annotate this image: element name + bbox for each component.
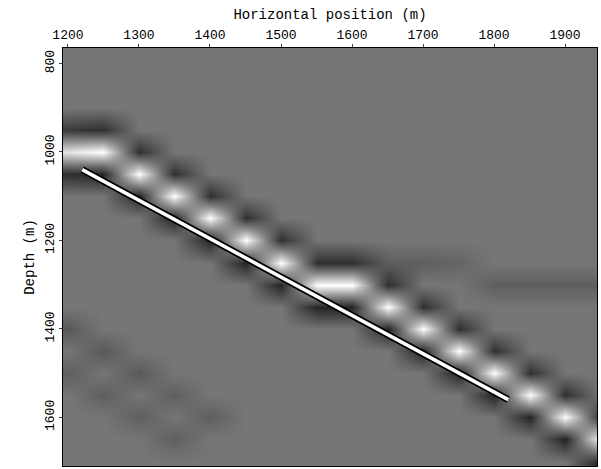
svg-text:1000: 1000: [43, 134, 58, 165]
svg-text:1700: 1700: [407, 28, 438, 43]
svg-text:1600: 1600: [43, 400, 58, 431]
svg-text:1400: 1400: [194, 28, 225, 43]
svg-text:Horizontal position (m): Horizontal position (m): [233, 7, 426, 23]
svg-text:1300: 1300: [123, 28, 154, 43]
svg-text:1200: 1200: [43, 223, 58, 254]
svg-text:1500: 1500: [265, 28, 296, 43]
svg-text:1200: 1200: [52, 28, 83, 43]
svg-text:Depth (m): Depth (m): [22, 219, 38, 295]
svg-text:1600: 1600: [336, 28, 367, 43]
svg-text:1400: 1400: [43, 311, 58, 342]
svg-text:1800: 1800: [478, 28, 509, 43]
svg-text:800: 800: [43, 50, 58, 73]
svg-text:1900: 1900: [549, 28, 580, 43]
